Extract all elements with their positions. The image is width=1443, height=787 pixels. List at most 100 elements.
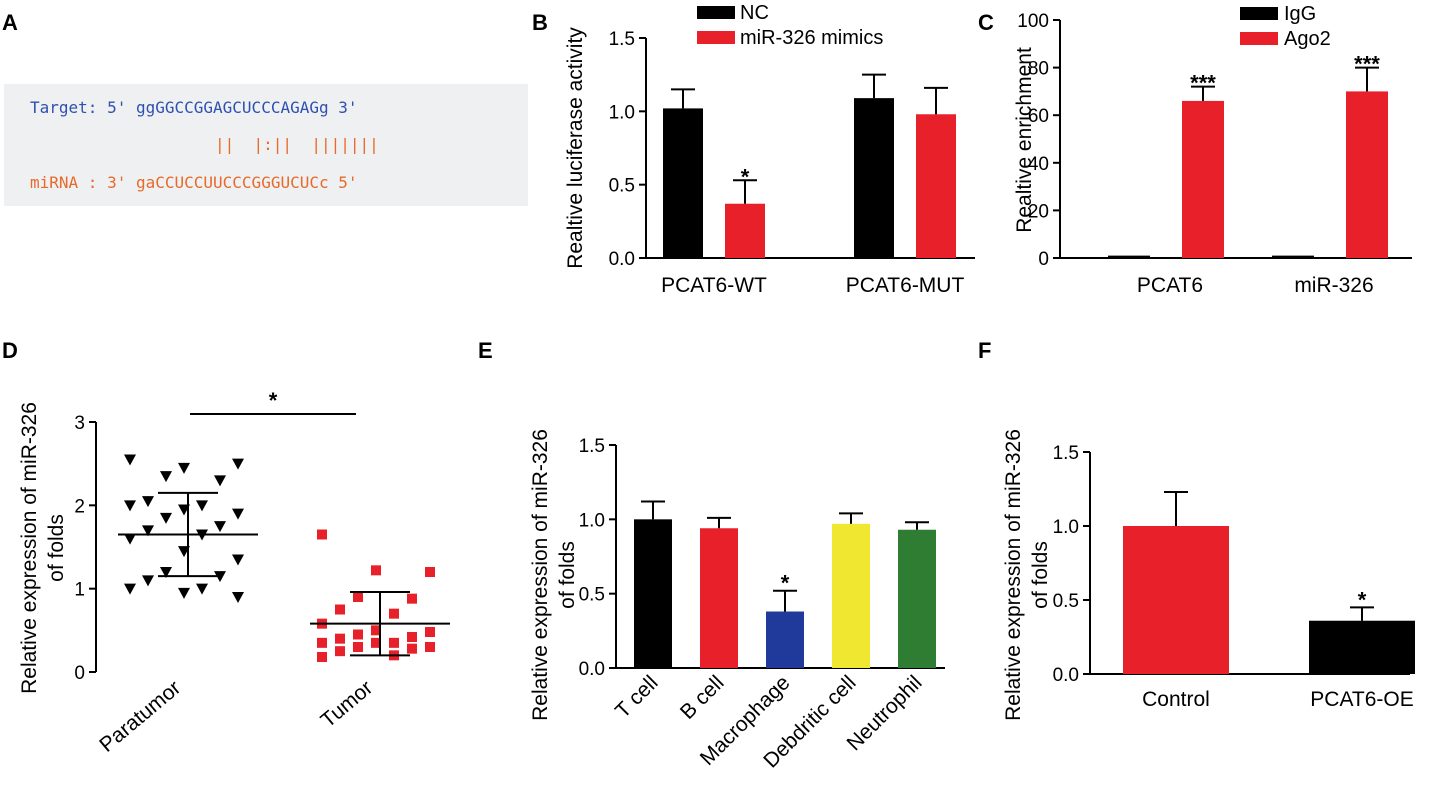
panel-b-luciferase-chart: B 0.0 0.5 1.0 1.5 Realtive luciferase activi… <box>532 2 975 297</box>
target-sequence: Target: 5' ggGGCCGGAGCUCCCAGAGg 3' <box>30 98 358 117</box>
panel-f-bar <box>1309 620 1415 674</box>
panel-f-y-label-line2: of folds <box>1029 541 1052 609</box>
panel-d-point-tumor <box>335 604 345 615</box>
panel-d-point-paratumor <box>196 583 208 595</box>
panel-d-point-paratumor <box>124 583 136 595</box>
panel-d-category-label: Paratumor <box>95 676 185 757</box>
panel-e-y-tick-label: 0.5 <box>579 585 605 606</box>
panel-d-point-tumor <box>335 646 345 657</box>
panel-d-point-paratumor <box>214 475 226 487</box>
panel-d-y-tick-label: 2 <box>74 496 85 517</box>
panel-d-point-paratumor <box>160 567 172 578</box>
panel-d-point-tumor <box>425 627 435 637</box>
panel-f-y-tick-label: 0.5 <box>1053 591 1079 612</box>
panel-d-point-tumor <box>353 592 363 602</box>
panel-d-point-tumor <box>389 637 399 648</box>
panel-f-overexpression-chart: F 0.0 0.5 1.0 1.5 Relative expression of miR… <box>978 338 1415 721</box>
panel-d-point-paratumor <box>232 554 244 566</box>
panel-d-significance: * <box>269 388 278 413</box>
panel-d-point-paratumor <box>160 512 172 524</box>
panel-b-bar <box>725 203 765 258</box>
panel-d-point-tumor <box>335 633 345 644</box>
panel-c-label: C <box>978 10 994 35</box>
panel-a-label: A <box>2 10 18 35</box>
panel-d-point-paratumor <box>178 587 190 599</box>
panel-d-point-tumor <box>317 529 327 540</box>
panel-f-y-label-line1: Relative expression of miR-326 <box>1002 429 1025 721</box>
panel-e-bar <box>700 528 738 668</box>
panel-d-y-label-line1: Relative expression of miR-326 <box>18 402 41 694</box>
panel-d-point-paratumor <box>232 458 244 470</box>
panel-d-point-paratumor <box>124 500 136 512</box>
panel-d-point-paratumor <box>232 508 244 520</box>
panel-b-y-label: Realtive luciferase activity <box>564 27 587 269</box>
panel-e-y-tick-label: 0.0 <box>579 659 605 680</box>
panel-d-category-label: Tumor <box>317 676 378 732</box>
panel-e-bar <box>766 611 804 668</box>
panel-e-category-label: B cell <box>676 671 729 724</box>
panel-c-y-tick-label: 100 <box>1017 11 1049 32</box>
panel-b-y-tick-label: 0.0 <box>609 249 635 270</box>
panel-d-y-tick-label: 1 <box>74 580 85 601</box>
panel-d-point-tumor <box>317 652 327 662</box>
panel-c-bar <box>1108 255 1150 258</box>
panel-c-legend-swatch <box>1240 32 1278 45</box>
panel-d-point-tumor <box>389 608 399 619</box>
panel-e-category-label: T cell <box>611 671 662 722</box>
panel-b-category-label: PCAT6-WT <box>661 274 767 297</box>
panel-e-label: E <box>478 338 493 363</box>
panel-b-bar <box>854 98 894 258</box>
panel-e-y-tick-label: 1.5 <box>579 436 605 457</box>
panel-d-y-tick-label: 0 <box>74 663 85 684</box>
panel-d-y-label-line2: of folds <box>45 514 68 582</box>
panel-c-y-tick-label: 40 <box>1028 154 1049 175</box>
panel-f-label: F <box>978 338 991 363</box>
panel-f-significance: * <box>1358 587 1367 612</box>
panel-d-point-paratumor <box>142 525 154 537</box>
panel-d-point-tumor <box>425 567 435 577</box>
panel-c-significance: *** <box>1190 71 1216 96</box>
panel-e-significance: * <box>781 571 790 596</box>
panel-c-y-label: Realtive enrichment <box>1013 47 1036 233</box>
panel-d-label: D <box>2 338 18 363</box>
panel-d-point-tumor <box>407 643 417 654</box>
panel-d-point-paratumor <box>178 462 190 474</box>
panel-d-point-paratumor <box>160 471 172 483</box>
panel-c-bar <box>1182 100 1224 258</box>
panel-b-label: B <box>532 10 548 35</box>
panel-f-y-tick-label: 1.0 <box>1053 517 1079 538</box>
panel-d-point-tumor <box>371 565 381 576</box>
panel-d-point-paratumor <box>142 496 154 508</box>
panel-e-bar <box>898 529 936 668</box>
panel-a: A Target: 5' ggGGCCGGAGCUCCCAGAGg 3' || … <box>2 10 528 206</box>
panel-c-bar <box>1346 91 1388 259</box>
panel-c-legend-swatch <box>1240 7 1278 20</box>
panel-b-y-tick-label: 1.5 <box>609 29 635 50</box>
panel-c-category-label: PCAT6 <box>1137 274 1203 297</box>
panel-b-category-label: PCAT6-MUT <box>846 274 965 297</box>
panel-e-y-tick-label: 1.0 <box>579 510 605 531</box>
panel-d-point-tumor <box>407 593 417 604</box>
panel-c-y-tick-label: 60 <box>1028 106 1049 127</box>
panel-f-category-label: Control <box>1142 688 1210 711</box>
panel-b-legend-label: NC <box>740 2 769 24</box>
panel-d-point-tumor <box>317 637 327 648</box>
panel-d-point-tumor <box>371 625 381 636</box>
panel-b-significance: * <box>741 164 750 189</box>
panel-d-point-tumor <box>353 629 363 640</box>
panel-c-y-tick-label: 0 <box>1038 249 1049 270</box>
panel-f-y-tick-label: 0.0 <box>1053 665 1079 686</box>
panel-c-enrichment-chart: C 0 20 40 60 80 100 Realtive enrichment PCAT6 mi… <box>978 3 1412 297</box>
panel-b-y-tick-label: 0.5 <box>609 176 635 197</box>
panel-d-point-tumor <box>425 642 435 652</box>
panel-e-y-label-line2: of folds <box>556 541 579 609</box>
panel-e-bar <box>634 519 672 668</box>
panel-f-y-tick-label: 1.5 <box>1053 443 1079 464</box>
panel-b-legend-label: miR-326 mimics <box>740 27 883 49</box>
panel-f-category-label: PCAT6-OE <box>1310 688 1413 711</box>
panel-d-point-tumor <box>371 637 381 648</box>
base-pairing-lines: || |:|| ||||||| <box>215 135 379 154</box>
panel-d-point-paratumor <box>142 575 154 587</box>
panel-b-y-tick-label: 1.0 <box>609 102 635 123</box>
